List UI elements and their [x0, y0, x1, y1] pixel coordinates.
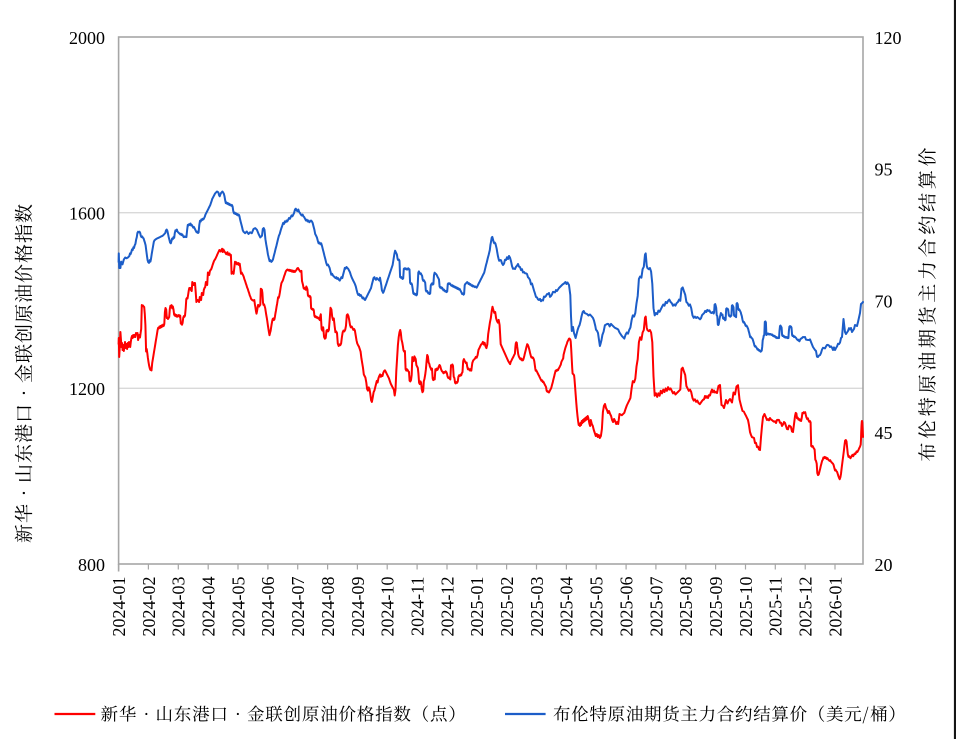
svg-text:2024-01: 2024-01 [109, 577, 129, 637]
svg-text:2025-03: 2025-03 [527, 577, 547, 637]
svg-text:45: 45 [875, 423, 893, 443]
svg-text:2024-07: 2024-07 [288, 577, 308, 637]
svg-text:2025-07: 2025-07 [646, 577, 666, 637]
svg-text:2024-09: 2024-09 [348, 577, 368, 637]
svg-text:2025-02: 2025-02 [497, 577, 517, 637]
svg-text:2025-01: 2025-01 [467, 577, 487, 637]
svg-text:800: 800 [78, 555, 105, 575]
svg-text:2024-05: 2024-05 [228, 577, 248, 637]
svg-text:2025-10: 2025-10 [736, 577, 756, 637]
svg-text:2000: 2000 [69, 28, 105, 48]
svg-text:2024-06: 2024-06 [258, 577, 278, 637]
svg-text:2024-10: 2024-10 [378, 577, 398, 637]
svg-text:2025-06: 2025-06 [616, 577, 636, 637]
svg-text:2024-11: 2024-11 [408, 577, 428, 636]
svg-text:1600: 1600 [69, 204, 105, 224]
svg-text:1200: 1200 [69, 379, 105, 399]
svg-text:2025-04: 2025-04 [557, 577, 577, 637]
svg-text:2025-08: 2025-08 [676, 577, 696, 637]
svg-text:20: 20 [875, 555, 893, 575]
svg-text:2025-12: 2025-12 [796, 577, 816, 637]
svg-text:70: 70 [875, 291, 893, 311]
svg-text:120: 120 [875, 28, 902, 48]
svg-text:2024-08: 2024-08 [318, 577, 338, 637]
svg-text:2025-11: 2025-11 [766, 577, 786, 636]
svg-text:2024-12: 2024-12 [437, 577, 457, 637]
svg-text:2024-02: 2024-02 [139, 577, 159, 637]
svg-text:95: 95 [875, 160, 893, 180]
svg-text:2025-09: 2025-09 [706, 577, 726, 637]
svg-text:2025-05: 2025-05 [587, 577, 607, 637]
svg-text:2026-01: 2026-01 [825, 577, 845, 637]
svg-text:2024-04: 2024-04 [199, 577, 219, 637]
svg-text:2024-03: 2024-03 [169, 577, 189, 637]
